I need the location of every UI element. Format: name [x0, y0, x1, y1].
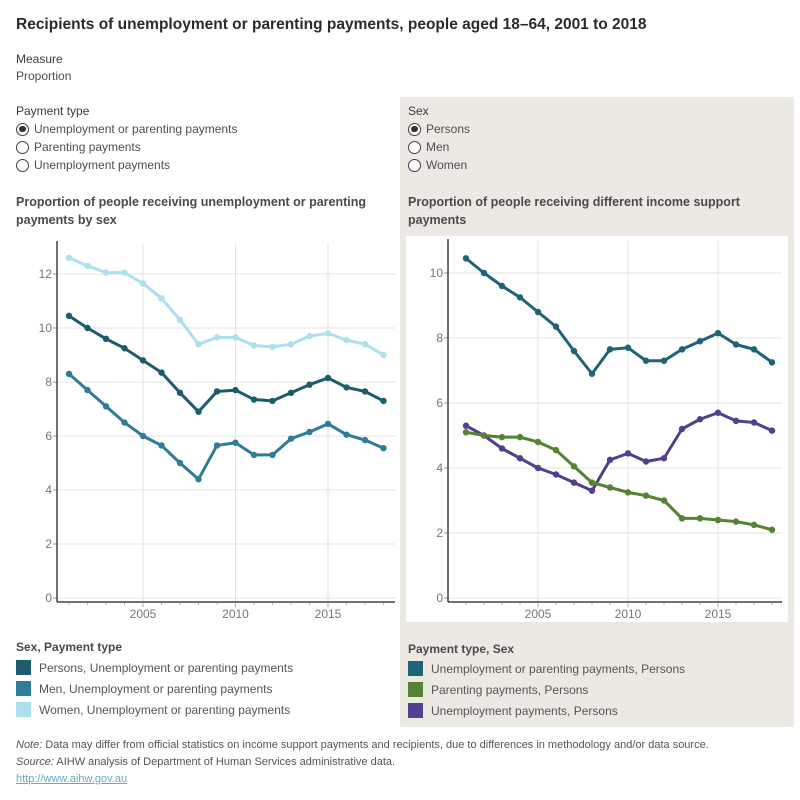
radio-unemployment-payments[interactable]: Unemployment payments [16, 156, 237, 174]
radio-label: Unemployment payments [34, 158, 171, 172]
legend-item-parenting[interactable]: Parenting payments, Persons [408, 682, 588, 697]
svg-text:2: 2 [45, 537, 52, 551]
svg-text:4: 4 [436, 461, 443, 475]
note-prefix: Note: [16, 739, 43, 751]
svg-text:8: 8 [45, 375, 52, 389]
svg-text:2010: 2010 [615, 607, 642, 621]
svg-text:2: 2 [436, 526, 443, 540]
legend-swatch-icon [16, 681, 31, 696]
footer-note: Note: Data may differ from official stat… [16, 739, 709, 751]
radio-button-icon[interactable] [16, 158, 29, 172]
svg-text:10: 10 [39, 321, 53, 335]
right-chart-title: Proportion of people receiving different… [408, 195, 740, 228]
radio-parenting-payments[interactable]: Parenting payments [16, 138, 237, 156]
legend-item-women[interactable]: Women, Unemployment or parenting payment… [16, 702, 290, 717]
radio-label: Men [426, 140, 450, 154]
svg-text:2005: 2005 [525, 607, 552, 621]
radio-button-icon[interactable] [408, 122, 421, 136]
legend-item-men[interactable]: Men, Unemployment or parenting payments [16, 681, 272, 696]
svg-text:6: 6 [436, 396, 443, 410]
legend-label: Women, Unemployment or parenting payment… [39, 702, 291, 717]
legend-label: Parenting payments, Persons [431, 682, 589, 697]
radio-label: Persons [426, 122, 471, 136]
svg-text:12: 12 [39, 267, 53, 281]
legend-item-persons[interactable]: Persons, Unemployment or parenting payme… [16, 660, 293, 675]
page-title: Recipients of unemployment or parenting … [16, 16, 647, 33]
radio-unemployment-or-parenting-payments[interactable]: Unemployment or parenting payments [16, 120, 237, 138]
payment-type-filter-label: Payment type [16, 104, 90, 118]
source-prefix: Source: [16, 756, 54, 768]
svg-text:2015: 2015 [705, 607, 732, 621]
svg-text:2015: 2015 [315, 607, 342, 621]
legend-swatch-icon [16, 660, 31, 675]
legend-item-unemployment[interactable]: Unemployment payments, Persons [408, 703, 618, 718]
legend-swatch-icon [408, 661, 423, 676]
right-chart-card: 0 2 4 6 8 10 2005 2010 2015 [406, 236, 788, 622]
radio-label: Women [426, 158, 468, 172]
source-text: AIHW analysis of Department of Human Ser… [53, 756, 396, 768]
legend-label: Men, Unemployment or parenting payments [39, 681, 273, 696]
svg-text:10: 10 [430, 266, 444, 280]
radio-button-icon[interactable] [16, 122, 29, 136]
svg-text:6: 6 [45, 429, 52, 443]
svg-text:0: 0 [436, 591, 443, 605]
svg-text:8: 8 [436, 331, 443, 345]
radio-women[interactable]: Women [408, 156, 470, 174]
svg-text:4: 4 [45, 483, 52, 497]
footer-source: Source: AIHW analysis of Department of H… [16, 756, 395, 768]
legend-label: Unemployment or parenting payments, Pers… [431, 661, 686, 676]
right-legend-title: Payment type, Sex [408, 642, 515, 656]
radio-men[interactable]: Men [408, 138, 470, 156]
radio-label: Parenting payments [34, 140, 141, 154]
legend-swatch-icon [408, 703, 423, 718]
left-line-chart[interactable]: 0 2 4 6 8 10 12 2005 2010 2015 [8, 238, 398, 630]
measure-value: Proportion [16, 69, 72, 83]
aihw-link[interactable]: http://www.aihw.gov.au [16, 773, 128, 785]
left-legend-title: Sex, Payment type [16, 640, 123, 654]
radio-persons[interactable]: Persons [408, 120, 470, 138]
legend-swatch-icon [408, 682, 423, 697]
legend-item-unemployment-or-parenting[interactable]: Unemployment or parenting payments, Pers… [408, 661, 685, 676]
radio-button-icon[interactable] [408, 140, 421, 154]
radio-button-icon[interactable] [408, 158, 421, 172]
right-line-chart[interactable]: 0 2 4 6 8 10 2005 2010 2015 [406, 236, 788, 622]
legend-label: Unemployment payments, Persons [431, 703, 618, 718]
left-chart-title: Proportion of people receiving unemploym… [16, 195, 367, 228]
measure-label: Measure [16, 52, 63, 66]
note-text: Data may differ from official statistics… [42, 739, 709, 751]
legend-swatch-icon [16, 702, 31, 717]
legend-label: Persons, Unemployment or parenting payme… [39, 660, 294, 675]
svg-text:0: 0 [45, 591, 52, 605]
svg-text:2010: 2010 [222, 607, 249, 621]
svg-text:2005: 2005 [130, 607, 157, 621]
radio-label: Unemployment or parenting payments [34, 122, 238, 136]
radio-button-icon[interactable] [16, 140, 29, 154]
sex-filter-label: Sex [408, 104, 429, 118]
